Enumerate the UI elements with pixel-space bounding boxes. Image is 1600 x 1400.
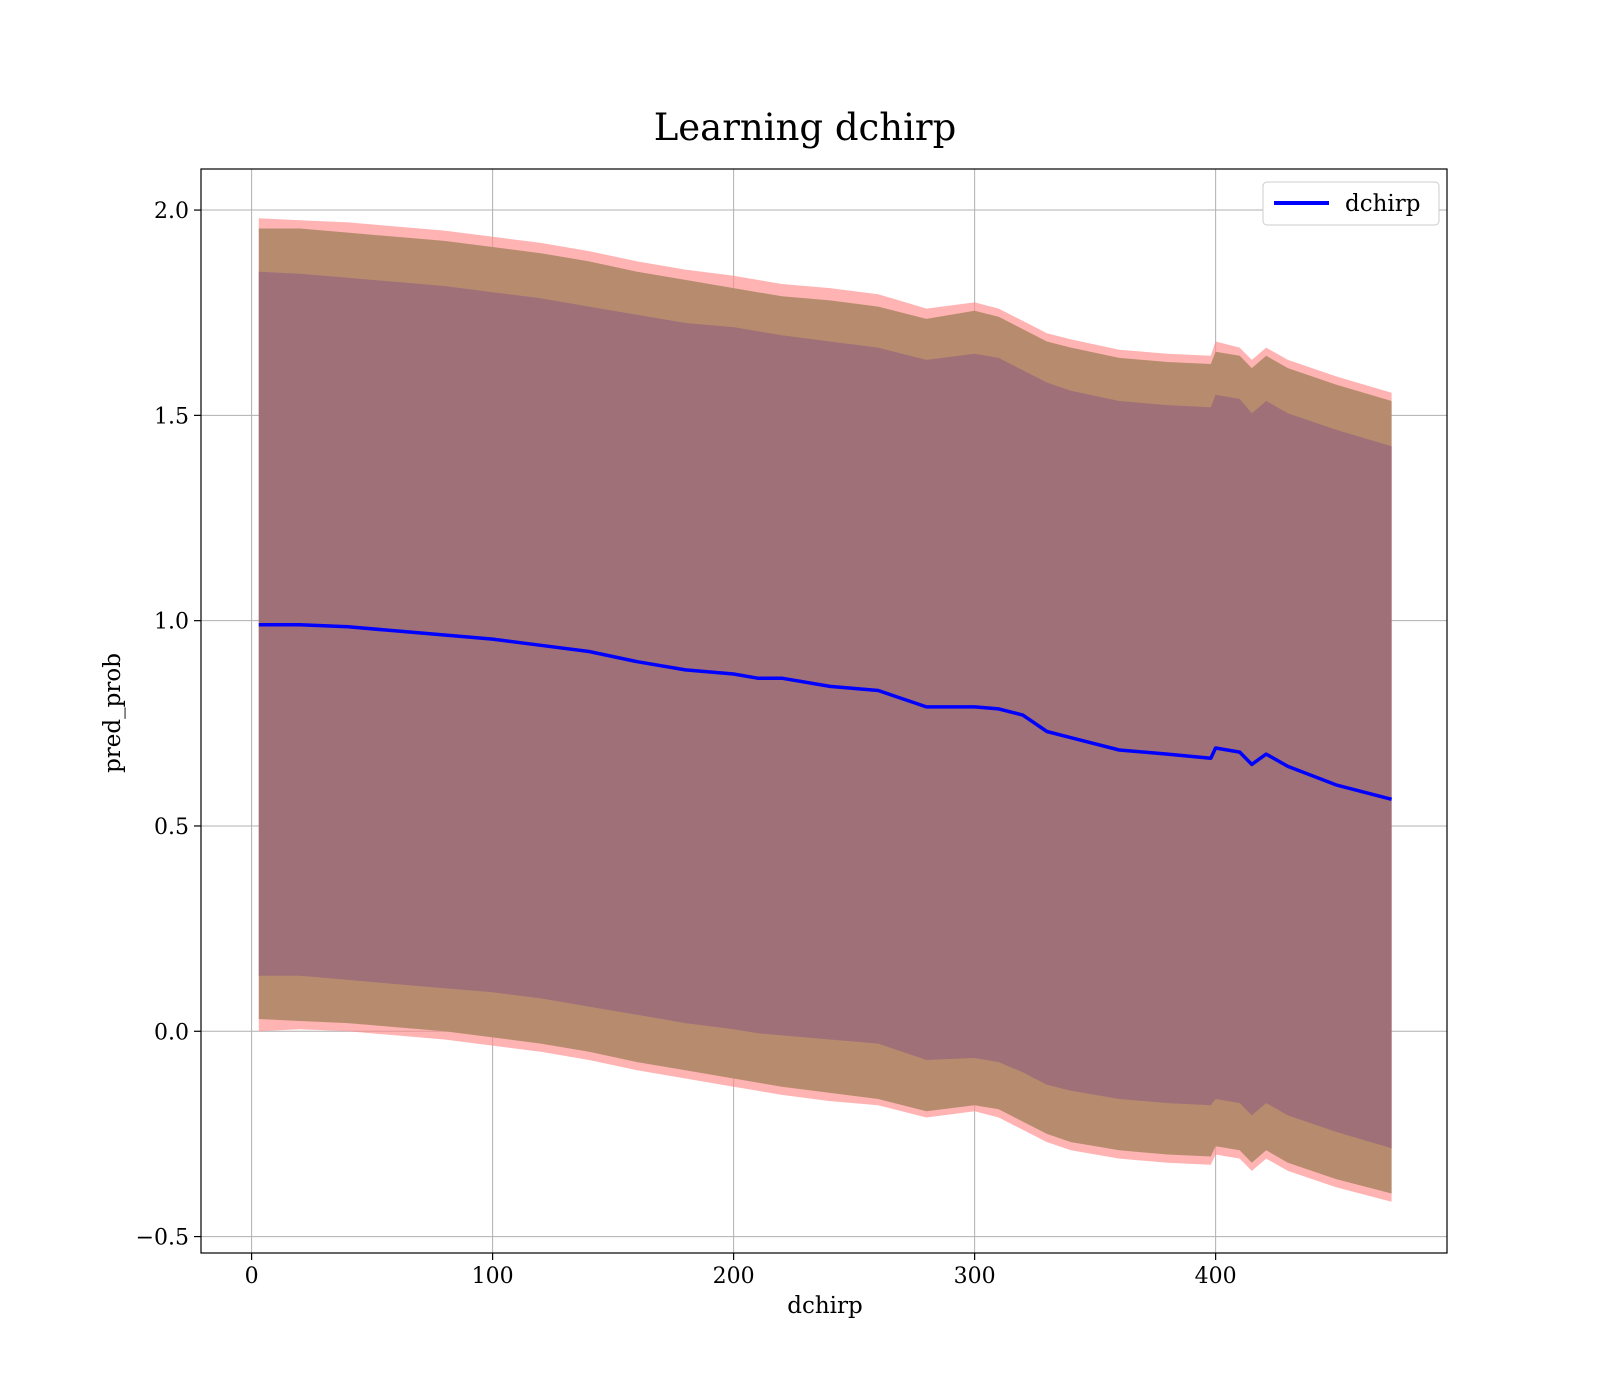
y-tick-label-1: 0.0 bbox=[154, 1020, 189, 1045]
y-tick-label-4: 1.5 bbox=[154, 404, 189, 429]
legend-label-dchirp: dchirp bbox=[1345, 191, 1421, 217]
x-tick-label-0: 0 bbox=[245, 1264, 259, 1289]
legend: dchirp bbox=[1262, 181, 1440, 226]
y-tick-label-5: 2.0 bbox=[154, 199, 189, 224]
x-axis: 0 100 200 300 400 bbox=[245, 1253, 1237, 1289]
series bbox=[258, 623, 1393, 801]
uncertainty-bands bbox=[258, 218, 1392, 1202]
plot-frame bbox=[200, 168, 1448, 1254]
series-line-dchirp bbox=[258, 623, 1393, 801]
y-axis: −0.5 0.0 0.5 1.0 1.5 2.0 bbox=[136, 199, 201, 1251]
band-inner bbox=[258, 271, 1392, 1149]
y-axis-label: pred_prob bbox=[100, 653, 126, 773]
y-tick-label-3: 1.0 bbox=[154, 610, 189, 635]
x-tick-label-1: 100 bbox=[472, 1264, 514, 1289]
legend-box bbox=[1262, 181, 1440, 226]
x-axis-label: dchirp bbox=[787, 1293, 863, 1319]
y-tick-label-0: −0.5 bbox=[136, 1226, 189, 1251]
y-tick-label-2: 0.5 bbox=[154, 815, 189, 840]
x-tick-label-2: 200 bbox=[713, 1264, 755, 1289]
x-tick-label-4: 400 bbox=[1195, 1264, 1237, 1289]
chart-title: Learning dchirp bbox=[654, 106, 957, 149]
x-tick-label-3: 300 bbox=[954, 1264, 996, 1289]
